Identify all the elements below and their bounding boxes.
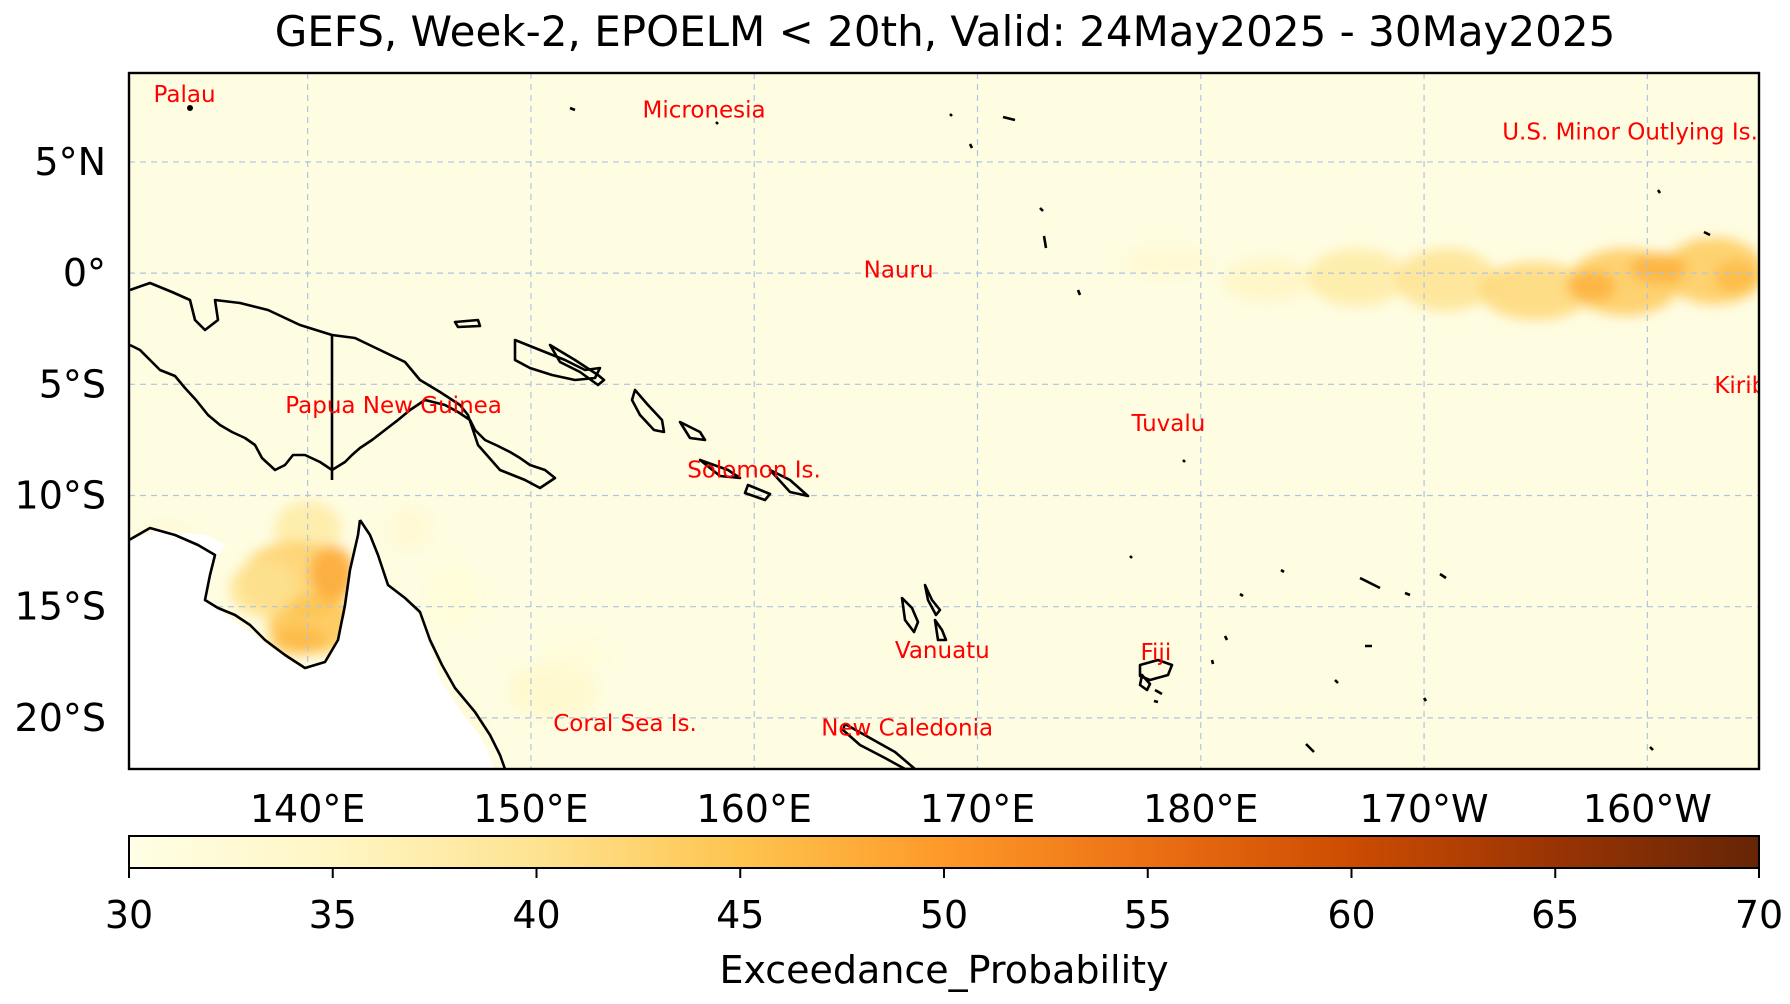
probability-cell [1479,262,1592,320]
colorbar [128,835,1760,869]
colorbar-tick-label: 50 [920,893,968,937]
probability-cell [229,561,297,617]
colorbar-tick-label: 30 [105,893,153,937]
coastline-new-caledonia [841,722,917,769]
colorbar-tick-label: 40 [512,893,560,937]
lat-tick-label: 5°N [34,140,106,184]
coastline-islands-misc [569,106,1711,753]
lat-tick-labels: 5°N 0° 5°S 10°S 15°S 20°S [15,140,106,740]
probability-cell [270,625,327,655]
coastline-solomons-3 [768,468,810,498]
lat-tick-label: 5°S [39,362,106,406]
coastline-cape-york [358,519,507,769]
probability-cell [388,506,433,552]
lat-tick-label: 15°S [15,585,106,629]
lat-tick-label: 0° [63,251,106,295]
coastline-solomons-1 [678,420,707,442]
country-label: Tuvalu [1131,411,1206,437]
coastline-gulf-carpentaria [129,519,362,670]
lon-tick-label: 170°E [920,787,1036,831]
colorbar-tick-label: 55 [1124,893,1172,937]
colorbar-tick-label: 65 [1531,893,1579,937]
lon-tick-labels: 140°E 150°E 160°E 170°E 180°E 170°W 160°W [250,787,1712,831]
lon-tick-label: 160°W [1583,787,1712,831]
australia-land-mask [129,520,495,769]
lon-tick-label: 180°E [1143,787,1259,831]
country-labels: Palau Micronesia U.S. Minor Outlying Is. Na… [154,82,1790,742]
country-label: Solomon Is. [687,458,821,484]
lon-tick-label: 150°E [473,787,589,831]
colorbar-label: Exceedance_Probability [719,948,1168,992]
graticule [129,73,1759,769]
probability-cell [1630,253,1687,285]
colorbar-ticks: 30 35 40 45 50 55 60 65 70 [105,868,1783,937]
coastline-new-guinea [129,281,557,490]
map-frame [127,71,1761,771]
probability-cell [1396,248,1497,311]
colorbar-tick-label: 45 [716,893,764,937]
country-label: U.S. Minor Outlying Is. [1502,120,1758,146]
country-label: New Caledonia [821,716,993,742]
probability-cell [1714,260,1759,295]
lon-tick-label: 160°E [696,787,812,831]
country-label: Micronesia [643,97,766,123]
country-label: Fiji [1140,640,1171,666]
country-label: Kiribati [1714,373,1790,399]
coastline-bougainville [630,388,666,434]
probability-cell [1566,270,1617,303]
lon-tick-label: 140°E [250,787,366,831]
probability-cell [1223,257,1313,303]
probability-cell [542,638,610,673]
country-label: Palau [154,82,216,108]
colorbar-tick-label: 35 [309,893,357,937]
probability-cell [424,562,481,629]
colorbar-tick-label: 60 [1327,893,1375,937]
coastline-fiji [1138,658,1174,692]
coastlines [129,106,1711,769]
lat-tick-label: 10°S [15,473,106,517]
country-label: Coral Sea Is. [553,711,697,737]
probability-cell [309,545,355,602]
coastline-solomons-4 [743,483,772,502]
probability-cell [1306,248,1408,307]
lat-tick-label: 20°S [15,696,106,740]
palau-marker [187,105,193,111]
coastline-vanuatu [900,583,948,642]
country-label: Nauru [864,258,934,284]
coastline-new-ireland [548,343,606,387]
chart-title: GEFS, Week-2, EPOELM < 20th, Valid: 24Ma… [275,7,1616,56]
coastline-solomons-2 [698,458,742,480]
colorbar-tick-label: 70 [1735,893,1783,937]
country-label: Papua New Guinea [285,393,502,419]
probability-cell [1122,245,1212,279]
country-label: Vanuatu [895,638,990,664]
lon-tick-label: 170°W [1360,787,1489,831]
coastline-manus [453,318,482,329]
